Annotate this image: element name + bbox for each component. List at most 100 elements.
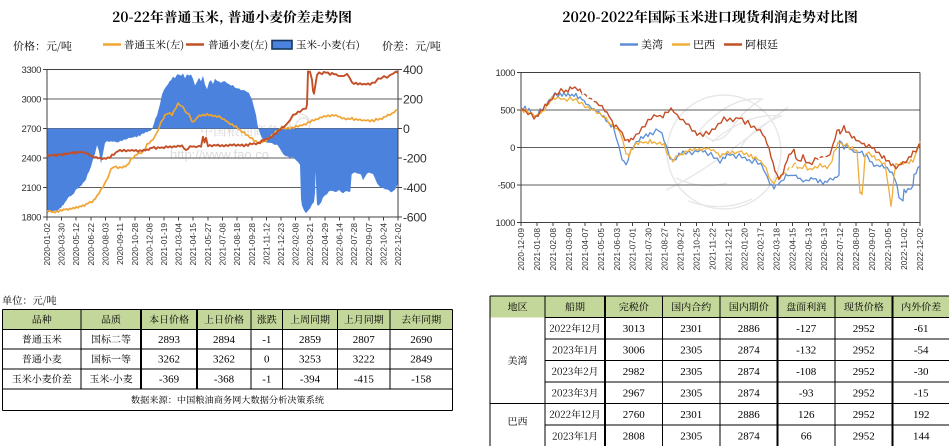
svg-text:-54: -54 [914,344,929,356]
svg-text:2021-06-03: 2021-06-03 [612,228,622,271]
svg-text:2022-02-17: 2022-02-17 [755,228,765,271]
svg-text:-369: -369 [159,374,180,386]
svg-text:2020-06-22: 2020-06-22 [86,223,96,266]
svg-text:192: 192 [913,409,930,421]
svg-text:2952: 2952 [853,366,875,378]
svg-text:2886: 2886 [738,409,761,421]
svg-text:2022-04-29: 2022-04-29 [320,223,330,266]
svg-text:2022-03-18: 2022-03-18 [771,228,781,271]
svg-text:2021-11-22: 2021-11-22 [708,228,718,270]
svg-text:2021-04-07: 2021-04-07 [580,228,590,271]
svg-text:1000: 1000 [495,68,515,79]
svg-text:2021-05-05: 2021-05-05 [596,228,606,271]
svg-text:2021-04-15: 2021-04-15 [188,223,198,266]
svg-text:2874: 2874 [738,431,761,443]
svg-text:2022-10-24: 2022-10-24 [378,223,388,266]
svg-text:2305: 2305 [680,387,703,399]
svg-text:-500: -500 [498,181,516,192]
svg-text:2807: 2807 [353,334,376,346]
svg-text:200: 200 [403,92,423,106]
svg-text:3262: 3262 [158,354,180,366]
svg-text:-1: -1 [262,374,271,386]
svg-text:2021-12-23: 2021-12-23 [276,223,286,266]
svg-text:2020-09-11: 2020-09-11 [115,223,125,265]
svg-text:3253: 3253 [299,354,322,366]
svg-text:2022-06-14: 2022-06-14 [335,223,345,266]
svg-text:144: 144 [913,431,930,443]
svg-text:2021-01-08: 2021-01-08 [532,228,542,271]
svg-text:2022-06-13: 2022-06-13 [819,228,829,271]
svg-text:2021-03-04: 2021-03-04 [174,223,184,266]
svg-text:1800: 1800 [21,213,41,224]
svg-text:2020-01-02: 2020-01-02 [42,223,52,266]
svg-text:2967: 2967 [623,387,646,399]
svg-text:-108: -108 [796,366,817,378]
svg-text:2021-05-27: 2021-05-27 [203,223,213,266]
svg-text:2021-12-21: 2021-12-21 [724,228,734,271]
svg-text:3013: 3013 [623,323,646,335]
svg-text:0: 0 [403,122,410,136]
svg-text:3222: 3222 [353,354,375,366]
svg-text:2021-01-19: 2021-01-19 [159,223,169,266]
svg-text:2022-07-12: 2022-07-12 [835,228,845,271]
svg-text:2700: 2700 [21,124,41,135]
svg-text:2301: 2301 [680,323,702,335]
svg-text:2022-07-28: 2022-07-28 [349,223,359,266]
svg-text:-600: -600 [403,210,427,224]
svg-text:2874: 2874 [738,366,761,378]
svg-text:2022-08-09: 2022-08-09 [851,228,861,271]
svg-text:3300: 3300 [21,65,41,76]
svg-text:2021-08-18: 2021-08-18 [232,223,242,266]
svg-text:2808: 2808 [623,431,646,443]
svg-text:3000: 3000 [21,95,41,106]
svg-text:1000: 1000 [495,218,515,229]
svg-text:-158: -158 [411,374,432,386]
svg-text:0: 0 [510,143,515,154]
svg-text:-394: -394 [300,374,321,386]
svg-text:-15: -15 [914,387,929,399]
svg-text:126: 126 [798,409,815,421]
svg-text:2952: 2952 [853,431,875,443]
svg-text:2020-08-03: 2020-08-03 [101,223,111,266]
svg-text:2301: 2301 [680,409,702,421]
svg-text:-61: -61 [914,323,929,335]
svg-text:500: 500 [500,106,515,117]
svg-text:2690: 2690 [410,334,433,346]
svg-text:-30: -30 [914,366,929,378]
svg-text:2305: 2305 [680,344,703,356]
svg-text:2021-09-28: 2021-09-28 [247,223,257,266]
svg-text:0: 0 [264,354,270,366]
svg-text:-132: -132 [796,344,816,356]
svg-text:2020-12-09: 2020-12-09 [516,228,526,271]
svg-text:2874: 2874 [738,387,761,399]
svg-text:400: 400 [403,63,423,77]
svg-text:2952: 2952 [853,344,875,356]
svg-text:2022-12-02: 2022-12-02 [915,228,925,271]
svg-text:2952: 2952 [853,387,875,399]
svg-text:2020-10-28: 2020-10-28 [130,223,140,266]
svg-text:2021-07-30: 2021-07-30 [644,228,654,271]
svg-text:2849: 2849 [410,354,433,366]
svg-text:2100: 2100 [21,183,41,194]
svg-text:2894: 2894 [213,334,236,346]
svg-text:2021-10-25: 2021-10-25 [692,228,702,271]
svg-text:2022-01-20: 2022-01-20 [739,228,749,271]
svg-text:2893: 2893 [158,334,181,346]
svg-text:2022-09-07: 2022-09-07 [867,228,877,271]
svg-text:2874: 2874 [738,344,761,356]
svg-text:2982: 2982 [623,366,645,378]
svg-text:2022-12-02: 2022-12-02 [393,223,403,266]
svg-text:-415: -415 [354,374,375,386]
svg-text:2022-04-15: 2022-04-15 [787,228,797,271]
svg-text:2021-08-27: 2021-08-27 [660,228,670,271]
svg-text:2021-03-09: 2021-03-09 [564,228,574,271]
svg-text:3006: 3006 [623,344,646,356]
svg-text:-400: -400 [403,181,427,195]
svg-text:3262: 3262 [213,354,235,366]
svg-text:2021-02-08: 2021-02-08 [548,228,558,271]
svg-text:2021-11-12: 2021-11-12 [261,223,271,265]
svg-text:2952: 2952 [853,409,875,421]
svg-text:2022-02-08: 2022-02-08 [291,223,301,266]
svg-text:66: 66 [801,431,813,443]
svg-text:2760: 2760 [623,409,646,421]
